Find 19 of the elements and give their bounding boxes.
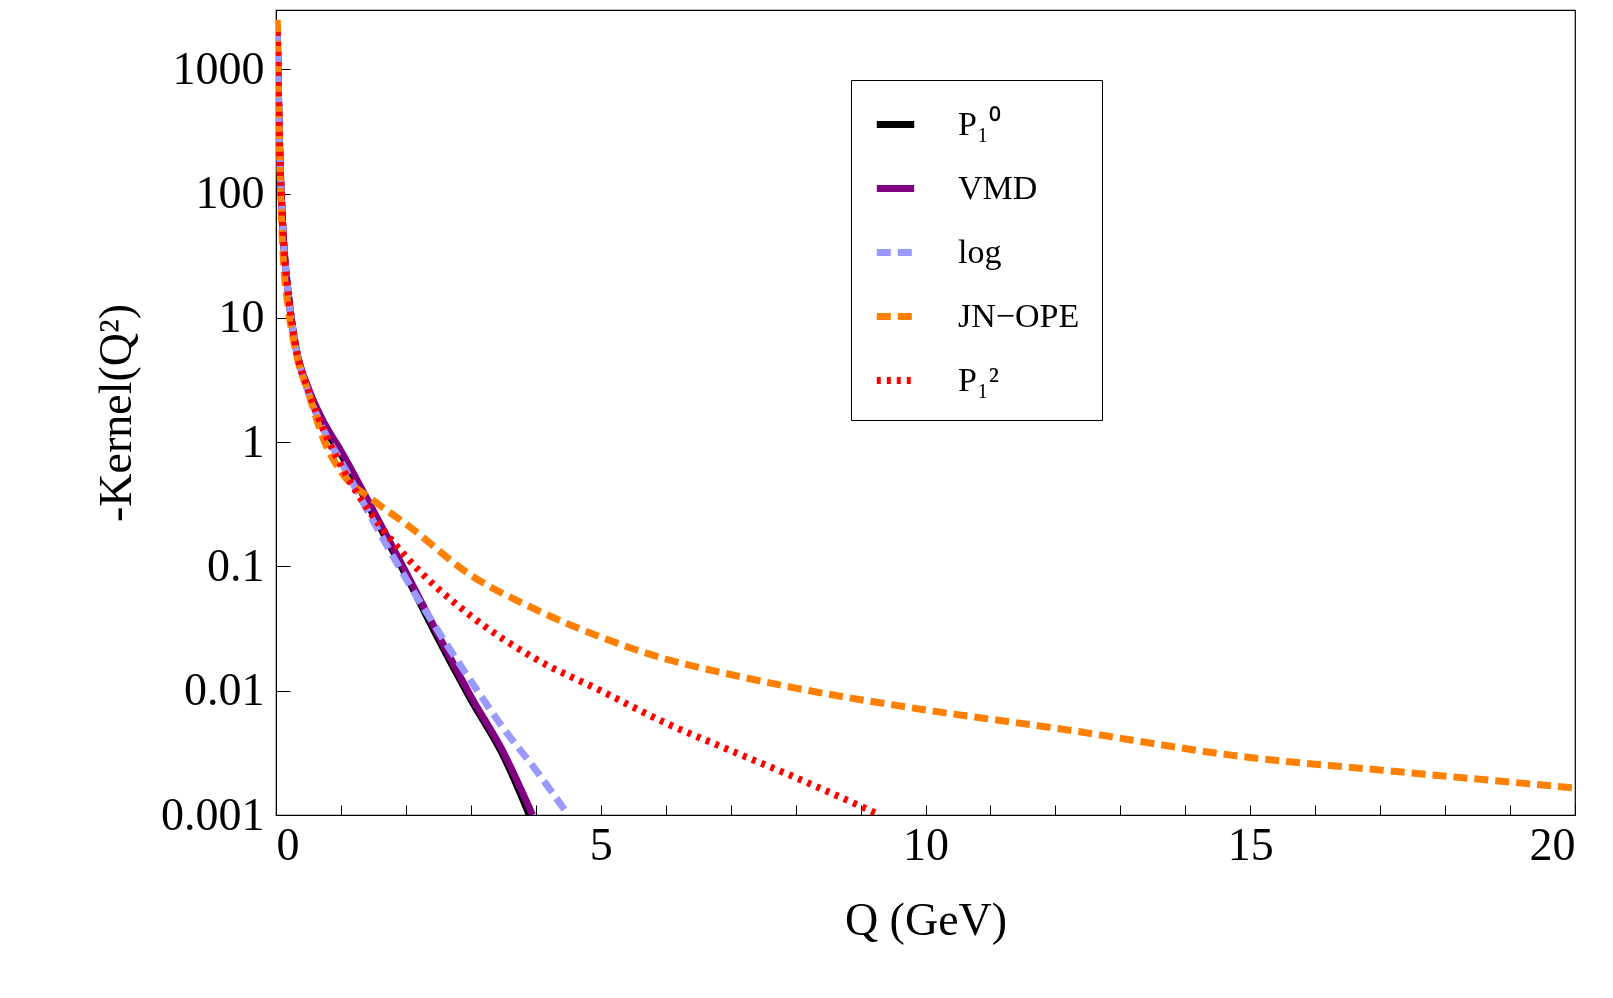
legend-label: VMD [958,168,1038,206]
legend-label: JN−OPE [958,296,1080,334]
legend-label: P₁⁰ [958,104,1001,142]
y-tick-label: 100 [195,167,265,219]
y-tick-label: 0.001 [161,788,265,840]
x-tick-label: 10 [903,818,949,870]
y-tick-label: 0.01 [184,664,265,716]
legend-label: P₁² [958,360,999,398]
y-tick-label: 1 [241,415,265,467]
y-tick-label: 10 [218,291,265,343]
y-tick-label: 1000 [172,42,265,94]
x-tick-label: 0 [276,818,300,870]
x-tick-label: 5 [589,818,613,870]
legend-label: log [958,232,1002,270]
y-tick-label: 0.1 [207,539,265,591]
y-axis-title: -Kernel(Q²) [90,303,141,523]
x-axis-title: Q (GeV) [844,893,1008,945]
x-tick-label: 20 [1529,818,1576,870]
x-tick-label: 15 [1227,818,1274,870]
